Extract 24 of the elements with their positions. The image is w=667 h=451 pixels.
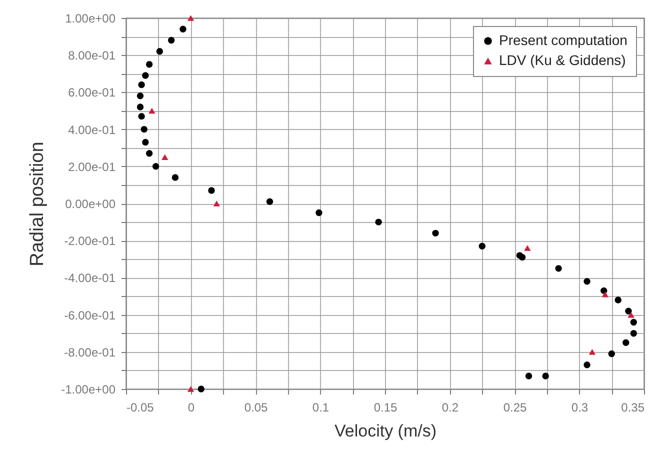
y-tick-label: -4.00e-01 bbox=[64, 271, 116, 286]
x-tick-label: 0.15 bbox=[374, 400, 398, 414]
y-tick-label: -8.00e-01 bbox=[64, 345, 116, 360]
y-tick-label: -6.00e-01 bbox=[64, 308, 116, 322]
x-tick-label: -0.05 bbox=[126, 400, 154, 414]
legend-label: Present computation bbox=[499, 32, 628, 48]
x-tick-label: 0.2 bbox=[442, 400, 459, 414]
y-tick-label: 0.00e+00 bbox=[65, 197, 116, 211]
x-tick-label: 0.25 bbox=[503, 400, 527, 414]
y-tick-label: 8.00e-01 bbox=[68, 48, 116, 63]
y-axis-title: Radial position bbox=[27, 142, 48, 266]
x-tick-label: 0.35 bbox=[621, 400, 645, 414]
x-tick-label: 0.3 bbox=[571, 400, 588, 414]
y-tick-label: -2.00e-01 bbox=[64, 234, 116, 248]
legend-label: LDV (Ku & Giddens) bbox=[499, 52, 626, 68]
x-tick-label: 0.05 bbox=[244, 400, 268, 414]
y-tick-label: 2.00e-01 bbox=[68, 160, 116, 174]
x-tick-label: 0 bbox=[188, 400, 195, 414]
y-tick-label: 1.00e+00 bbox=[65, 12, 116, 26]
y-tick-label: -1.00e+00 bbox=[61, 382, 116, 396]
x-axis-title: Velocity (m/s) bbox=[334, 422, 437, 440]
x-tick-label: 0.1 bbox=[312, 400, 330, 414]
y-tick-label: 4.00e-01 bbox=[68, 122, 116, 137]
y-tick-label: 6.00e-01 bbox=[68, 86, 116, 100]
